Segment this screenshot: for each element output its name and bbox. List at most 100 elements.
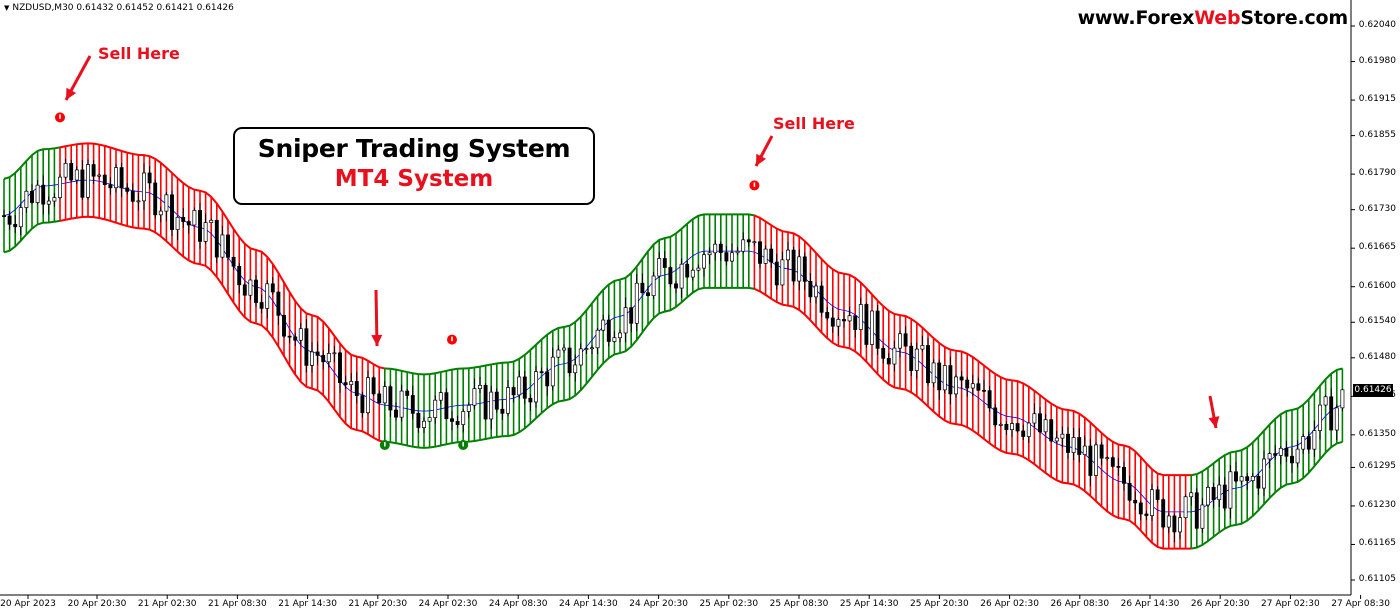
channel-lines — [3, 142, 1343, 550]
candle-body — [1010, 423, 1014, 431]
candle-body — [1278, 447, 1283, 456]
candle-body — [24, 190, 29, 208]
candle-body — [842, 319, 846, 322]
candle-body — [584, 348, 589, 350]
candle-body — [35, 184, 40, 203]
candle-body — [954, 376, 958, 395]
candle-body — [1228, 471, 1233, 509]
title-line2: MT4 System — [334, 166, 494, 192]
red-arrow-icon — [64, 55, 92, 101]
candle-body — [965, 379, 970, 389]
sell-here-label: Sell Here — [98, 44, 180, 63]
candle-body — [914, 348, 919, 371]
candle-body — [847, 315, 852, 322]
candle-body — [1239, 476, 1244, 482]
buy-signal-icon — [379, 439, 390, 450]
candle-body — [774, 261, 779, 286]
candle-body — [366, 377, 370, 414]
candle-body — [63, 163, 68, 178]
candle-body — [1155, 489, 1160, 500]
candle-body — [875, 310, 880, 349]
candle-body — [696, 267, 701, 271]
candle-body — [1256, 476, 1261, 489]
candle-body — [864, 304, 869, 345]
time-tick-label: 26 Apr 08:30 — [1050, 599, 1110, 609]
candle-body — [1004, 424, 1009, 431]
candle-body — [982, 389, 986, 392]
candle-body — [1144, 513, 1149, 516]
candle-body — [276, 291, 281, 316]
title-box: Sniper Trading System MT4 System — [233, 127, 595, 205]
candle-body — [1250, 476, 1255, 481]
channel-upper-line — [753, 214, 1192, 477]
candle-body — [1222, 484, 1227, 509]
time-tick-label: 27 Apr 08:30 — [1331, 599, 1390, 609]
candle-body — [802, 256, 807, 282]
candle-body — [1110, 457, 1115, 467]
candle-body — [623, 307, 628, 334]
candle-body — [1066, 433, 1070, 453]
channel-bars — [3, 143, 1344, 549]
candle-body — [730, 252, 734, 262]
candle-body — [825, 311, 830, 319]
candle-body — [282, 314, 286, 337]
candles — [2, 158, 1345, 543]
time-tick-label: 20 Apr 2023 — [0, 599, 56, 609]
candle-body — [1273, 453, 1278, 456]
candle-body — [214, 219, 219, 258]
candle-body — [780, 259, 785, 286]
time-tick-label: 21 Apr 02:30 — [137, 599, 197, 609]
candle-body — [472, 388, 477, 406]
arrow-head — [756, 153, 767, 166]
price-tick-label: 0.61105 — [1358, 574, 1396, 584]
candle-body — [763, 248, 768, 264]
candle-body — [601, 319, 606, 331]
candle-body — [125, 187, 130, 192]
candle-body — [1323, 396, 1328, 406]
candle-body — [422, 420, 426, 428]
candle-body — [338, 352, 342, 383]
candle-body — [1211, 487, 1216, 500]
candle-body — [1088, 445, 1093, 476]
candle-body — [130, 190, 135, 202]
candle-body — [1301, 436, 1306, 450]
symbol-dropdown-icon[interactable]: ▼ — [4, 4, 10, 12]
candle-body — [892, 347, 897, 365]
candle-body — [175, 216, 180, 230]
candle-body — [1150, 489, 1154, 516]
candle-body — [881, 347, 886, 359]
time-tick-label: 21 Apr 08:30 — [208, 599, 267, 609]
candle-body — [41, 184, 46, 205]
candle-body — [203, 222, 208, 242]
candle-body — [1099, 444, 1104, 459]
price-tick-label: 0.61295 — [1358, 461, 1396, 472]
price-tick-label: 0.61855 — [1358, 129, 1396, 140]
time-tick-label: 24 Apr 08:30 — [488, 599, 548, 609]
candle-body — [242, 284, 247, 296]
candle-body — [1329, 396, 1334, 431]
candle-body — [7, 215, 12, 225]
candle-body — [1340, 389, 1345, 409]
price-tick-label: 0.61915 — [1358, 94, 1396, 105]
candle-body — [1312, 430, 1317, 450]
candle-body — [1021, 430, 1026, 437]
candle-body — [814, 285, 818, 298]
candle-body — [741, 239, 746, 252]
time-tick-label: 21 Apr 20:30 — [348, 599, 408, 609]
candle-body — [1206, 487, 1210, 506]
candle-body — [517, 376, 522, 396]
candle-body — [1334, 407, 1339, 431]
candle-body — [119, 167, 124, 189]
candle-body — [97, 174, 102, 177]
candle-body — [46, 200, 51, 205]
channel-upper-line — [1191, 367, 1343, 477]
red-arrow-icon — [371, 289, 383, 347]
candle-body — [377, 393, 382, 404]
arrow-head — [371, 334, 383, 346]
symbol-info: ▼ NZDUSD,M30 0.61432 0.61452 0.61421 0.61… — [4, 3, 234, 13]
candle-body — [1262, 458, 1266, 489]
candle-body — [959, 376, 964, 381]
candle-body — [937, 362, 942, 391]
candle-body — [1295, 448, 1300, 464]
candle-body — [321, 354, 326, 363]
